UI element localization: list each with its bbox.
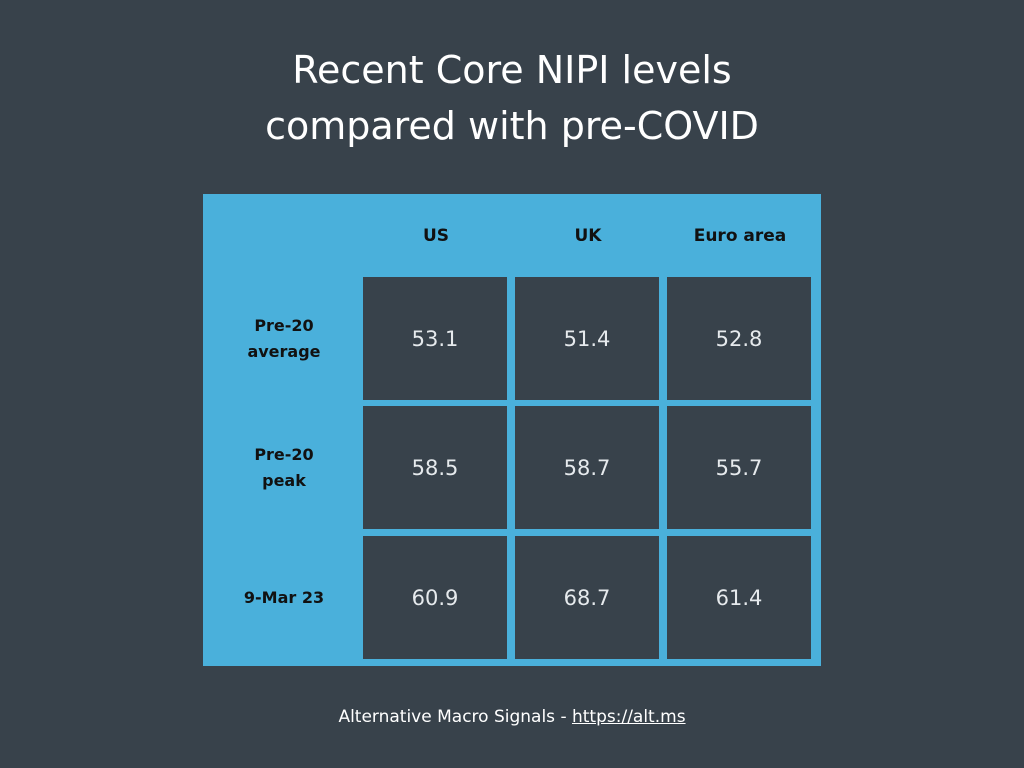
table-cell: 58.5 [363,406,507,529]
table-cell: 52.8 [667,277,811,400]
table-cell: 58.7 [515,406,659,529]
row-header-line: Pre-20 [254,444,314,464]
row-header-line: Pre-20 [254,315,314,335]
row-header-pre20-average: Pre-20 average [205,277,363,400]
table-cell: 53.1 [363,277,507,400]
title-line-2: compared with pre-COVID [265,104,759,148]
row-header-line: 9-Mar 23 [243,587,325,607]
row-header-line: peak [262,470,306,490]
table-cell: 68.7 [515,536,659,659]
footer-credit: Alternative Macro Signals - https://alt.… [0,705,1024,729]
footer-source-text: Alternative Macro Signals - [338,707,572,727]
row-header-line: average [247,341,321,361]
table-cell: 51.4 [515,277,659,400]
table-cell: 61.4 [667,536,811,659]
table-cell: 55.7 [667,406,811,529]
column-header-euro-area: Euro area [693,226,787,246]
page-title: Recent Core NIPI levels compared with pr… [0,42,1024,154]
row-header-9-mar-23: 9-Mar 23 [205,536,363,659]
footer-link[interactable]: https://alt.ms [571,707,686,727]
column-header-uk: UK [574,226,602,246]
table-cell: 60.9 [363,536,507,659]
row-header-pre20-peak: Pre-20 peak [205,406,363,529]
column-header-us: US [422,226,450,246]
title-line-1: Recent Core NIPI levels [292,48,732,92]
